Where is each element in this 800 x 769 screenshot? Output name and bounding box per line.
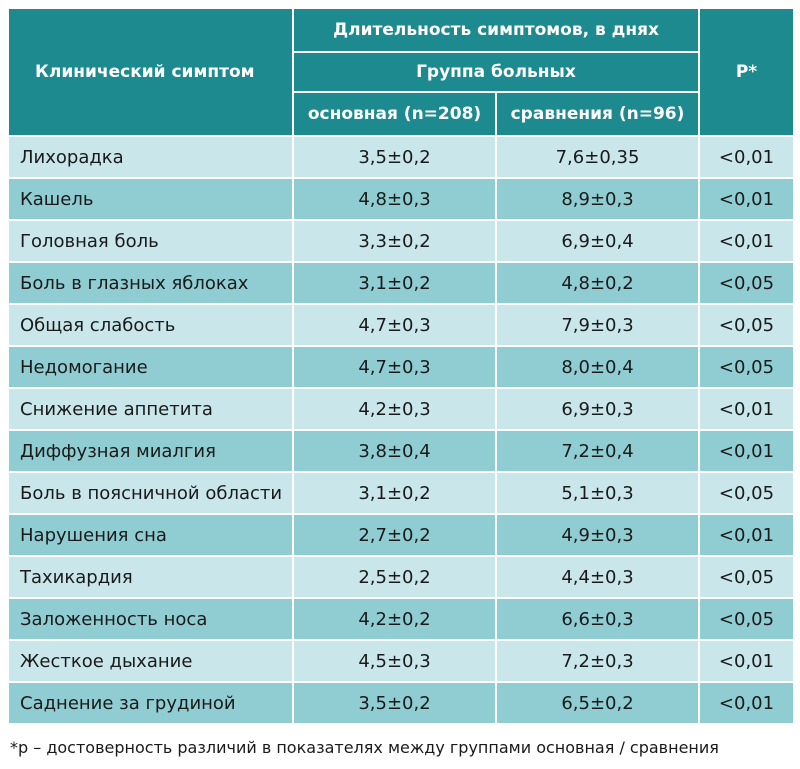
cell-p-value: <0,01 [698, 639, 796, 683]
table-row: Кашель 4,8±0,3 8,9±0,3 <0,01 [7, 177, 796, 221]
cell-main-group: 4,2±0,2 [292, 597, 497, 641]
cell-symptom: Головная боль [7, 219, 294, 263]
cell-comparison-group: 6,9±0,4 [494, 219, 701, 263]
cell-p-value: <0,01 [698, 429, 796, 473]
table-row: Общая слабость 4,7±0,3 7,9±0,3 <0,05 [7, 303, 796, 347]
cell-main-group: 3,1±0,2 [292, 471, 497, 515]
table-row: Боль в поясничной области 3,1±0,2 5,1±0,3 <… [7, 471, 796, 515]
cell-symptom: Жесткое дыхание [7, 639, 294, 683]
cell-main-group: 4,7±0,3 [292, 303, 497, 347]
table-row: Нарушения сна 2,7±0,2 4,9±0,3 <0,01 [7, 513, 796, 557]
table-row: Саднение за грудиной 3,5±0,2 6,5±0,2 <0,01 [7, 681, 796, 725]
cell-comparison-group: 7,9±0,3 [494, 303, 701, 347]
table-row: Тахикардия 2,5±0,2 4,4±0,3 <0,05 [7, 555, 796, 599]
table-row: Головная боль 3,3±0,2 6,9±0,4 <0,01 [7, 219, 796, 263]
cell-comparison-group: 6,5±0,2 [494, 681, 701, 725]
table-row: Заложенность носа 4,2±0,2 6,6±0,3 <0,05 [7, 597, 796, 641]
header-symptom: Клинический симптом [7, 7, 294, 137]
cell-p-value: <0,01 [698, 177, 796, 221]
cell-main-group: 4,2±0,3 [292, 387, 497, 431]
cell-p-value: <0,05 [698, 597, 796, 641]
cell-symptom: Нарушения сна [7, 513, 294, 557]
symptoms-table-container: Клинический симптом Длительность симптом… [7, 7, 796, 725]
table-row: Жесткое дыхание 4,5±0,3 7,2±0,3 <0,01 [7, 639, 796, 683]
cell-main-group: 3,8±0,4 [292, 429, 497, 473]
cell-comparison-group: 4,4±0,3 [494, 555, 701, 599]
cell-p-value: <0,05 [698, 555, 796, 599]
table-row: Лихорадка 3,5±0,2 7,6±0,35 <0,01 [7, 135, 796, 179]
cell-main-group: 3,1±0,2 [292, 261, 497, 305]
cell-main-group: 4,7±0,3 [292, 345, 497, 389]
cell-main-group: 3,5±0,2 [292, 135, 497, 179]
cell-symptom: Кашель [7, 177, 294, 221]
table-row: Боль в глазных яблоках 3,1±0,2 4,8±0,2 <0,0… [7, 261, 796, 305]
table-body: Лихорадка 3,5±0,2 7,6±0,35 <0,01 Кашель 4,8±0… [7, 135, 796, 725]
cell-comparison-group: 7,2±0,3 [494, 639, 701, 683]
cell-p-value: <0,01 [698, 387, 796, 431]
cell-comparison-group: 4,9±0,3 [494, 513, 701, 557]
cell-symptom: Тахикардия [7, 555, 294, 599]
cell-p-value: <0,01 [698, 219, 796, 263]
header-main-group: основная (n=208) [292, 91, 497, 137]
cell-symptom: Лихорадка [7, 135, 294, 179]
cell-p-value: <0,01 [698, 681, 796, 725]
table-row: Диффузная миалгия 3,8±0,4 7,2±0,4 <0,01 [7, 429, 796, 473]
cell-main-group: 3,5±0,2 [292, 681, 497, 725]
cell-p-value: <0,01 [698, 135, 796, 179]
cell-p-value: <0,01 [698, 513, 796, 557]
cell-p-value: <0,05 [698, 345, 796, 389]
cell-p-value: <0,05 [698, 261, 796, 305]
cell-main-group: 3,3±0,2 [292, 219, 497, 263]
cell-symptom: Диффузная миалгия [7, 429, 294, 473]
cell-comparison-group: 5,1±0,3 [494, 471, 701, 515]
cell-main-group: 4,8±0,3 [292, 177, 497, 221]
symptoms-table: Клинический симптом Длительность симптом… [7, 7, 796, 725]
cell-comparison-group: 7,6±0,35 [494, 135, 701, 179]
cell-comparison-group: 6,9±0,3 [494, 387, 701, 431]
cell-comparison-group: 4,8±0,2 [494, 261, 701, 305]
cell-symptom: Боль в поясничной области [7, 471, 294, 515]
header-p-value: P* [698, 7, 796, 137]
cell-main-group: 2,5±0,2 [292, 555, 497, 599]
cell-symptom: Боль в глазных яблоках [7, 261, 294, 305]
cell-comparison-group: 8,9±0,3 [494, 177, 701, 221]
header-comparison-group: сравнения (n=96) [494, 91, 701, 137]
cell-main-group: 2,7±0,2 [292, 513, 497, 557]
cell-comparison-group: 7,2±0,4 [494, 429, 701, 473]
header-patient-group: Группа больных [291, 51, 701, 93]
cell-symptom: Заложенность носа [7, 597, 294, 641]
cell-symptom: Снижение аппетита [7, 387, 294, 431]
cell-comparison-group: 8,0±0,4 [494, 345, 701, 389]
cell-p-value: <0,05 [698, 303, 796, 347]
cell-symptom: Недомогание [7, 345, 294, 389]
cell-main-group: 4,5±0,3 [292, 639, 497, 683]
table-row: Снижение аппетита 4,2±0,3 6,9±0,3 <0,01 [7, 387, 796, 431]
cell-symptom: Саднение за грудиной [7, 681, 294, 725]
cell-symptom: Общая слабость [7, 303, 294, 347]
header-duration: Длительность симптомов, в днях [291, 7, 701, 53]
cell-p-value: <0,05 [698, 471, 796, 515]
cell-comparison-group: 6,6±0,3 [494, 597, 701, 641]
table-header: Клинический симптом Длительность симптом… [7, 7, 796, 137]
footnote: *p – достоверность различий в показателя… [10, 738, 719, 757]
table-row: Недомогание 4,7±0,3 8,0±0,4 <0,05 [7, 345, 796, 389]
